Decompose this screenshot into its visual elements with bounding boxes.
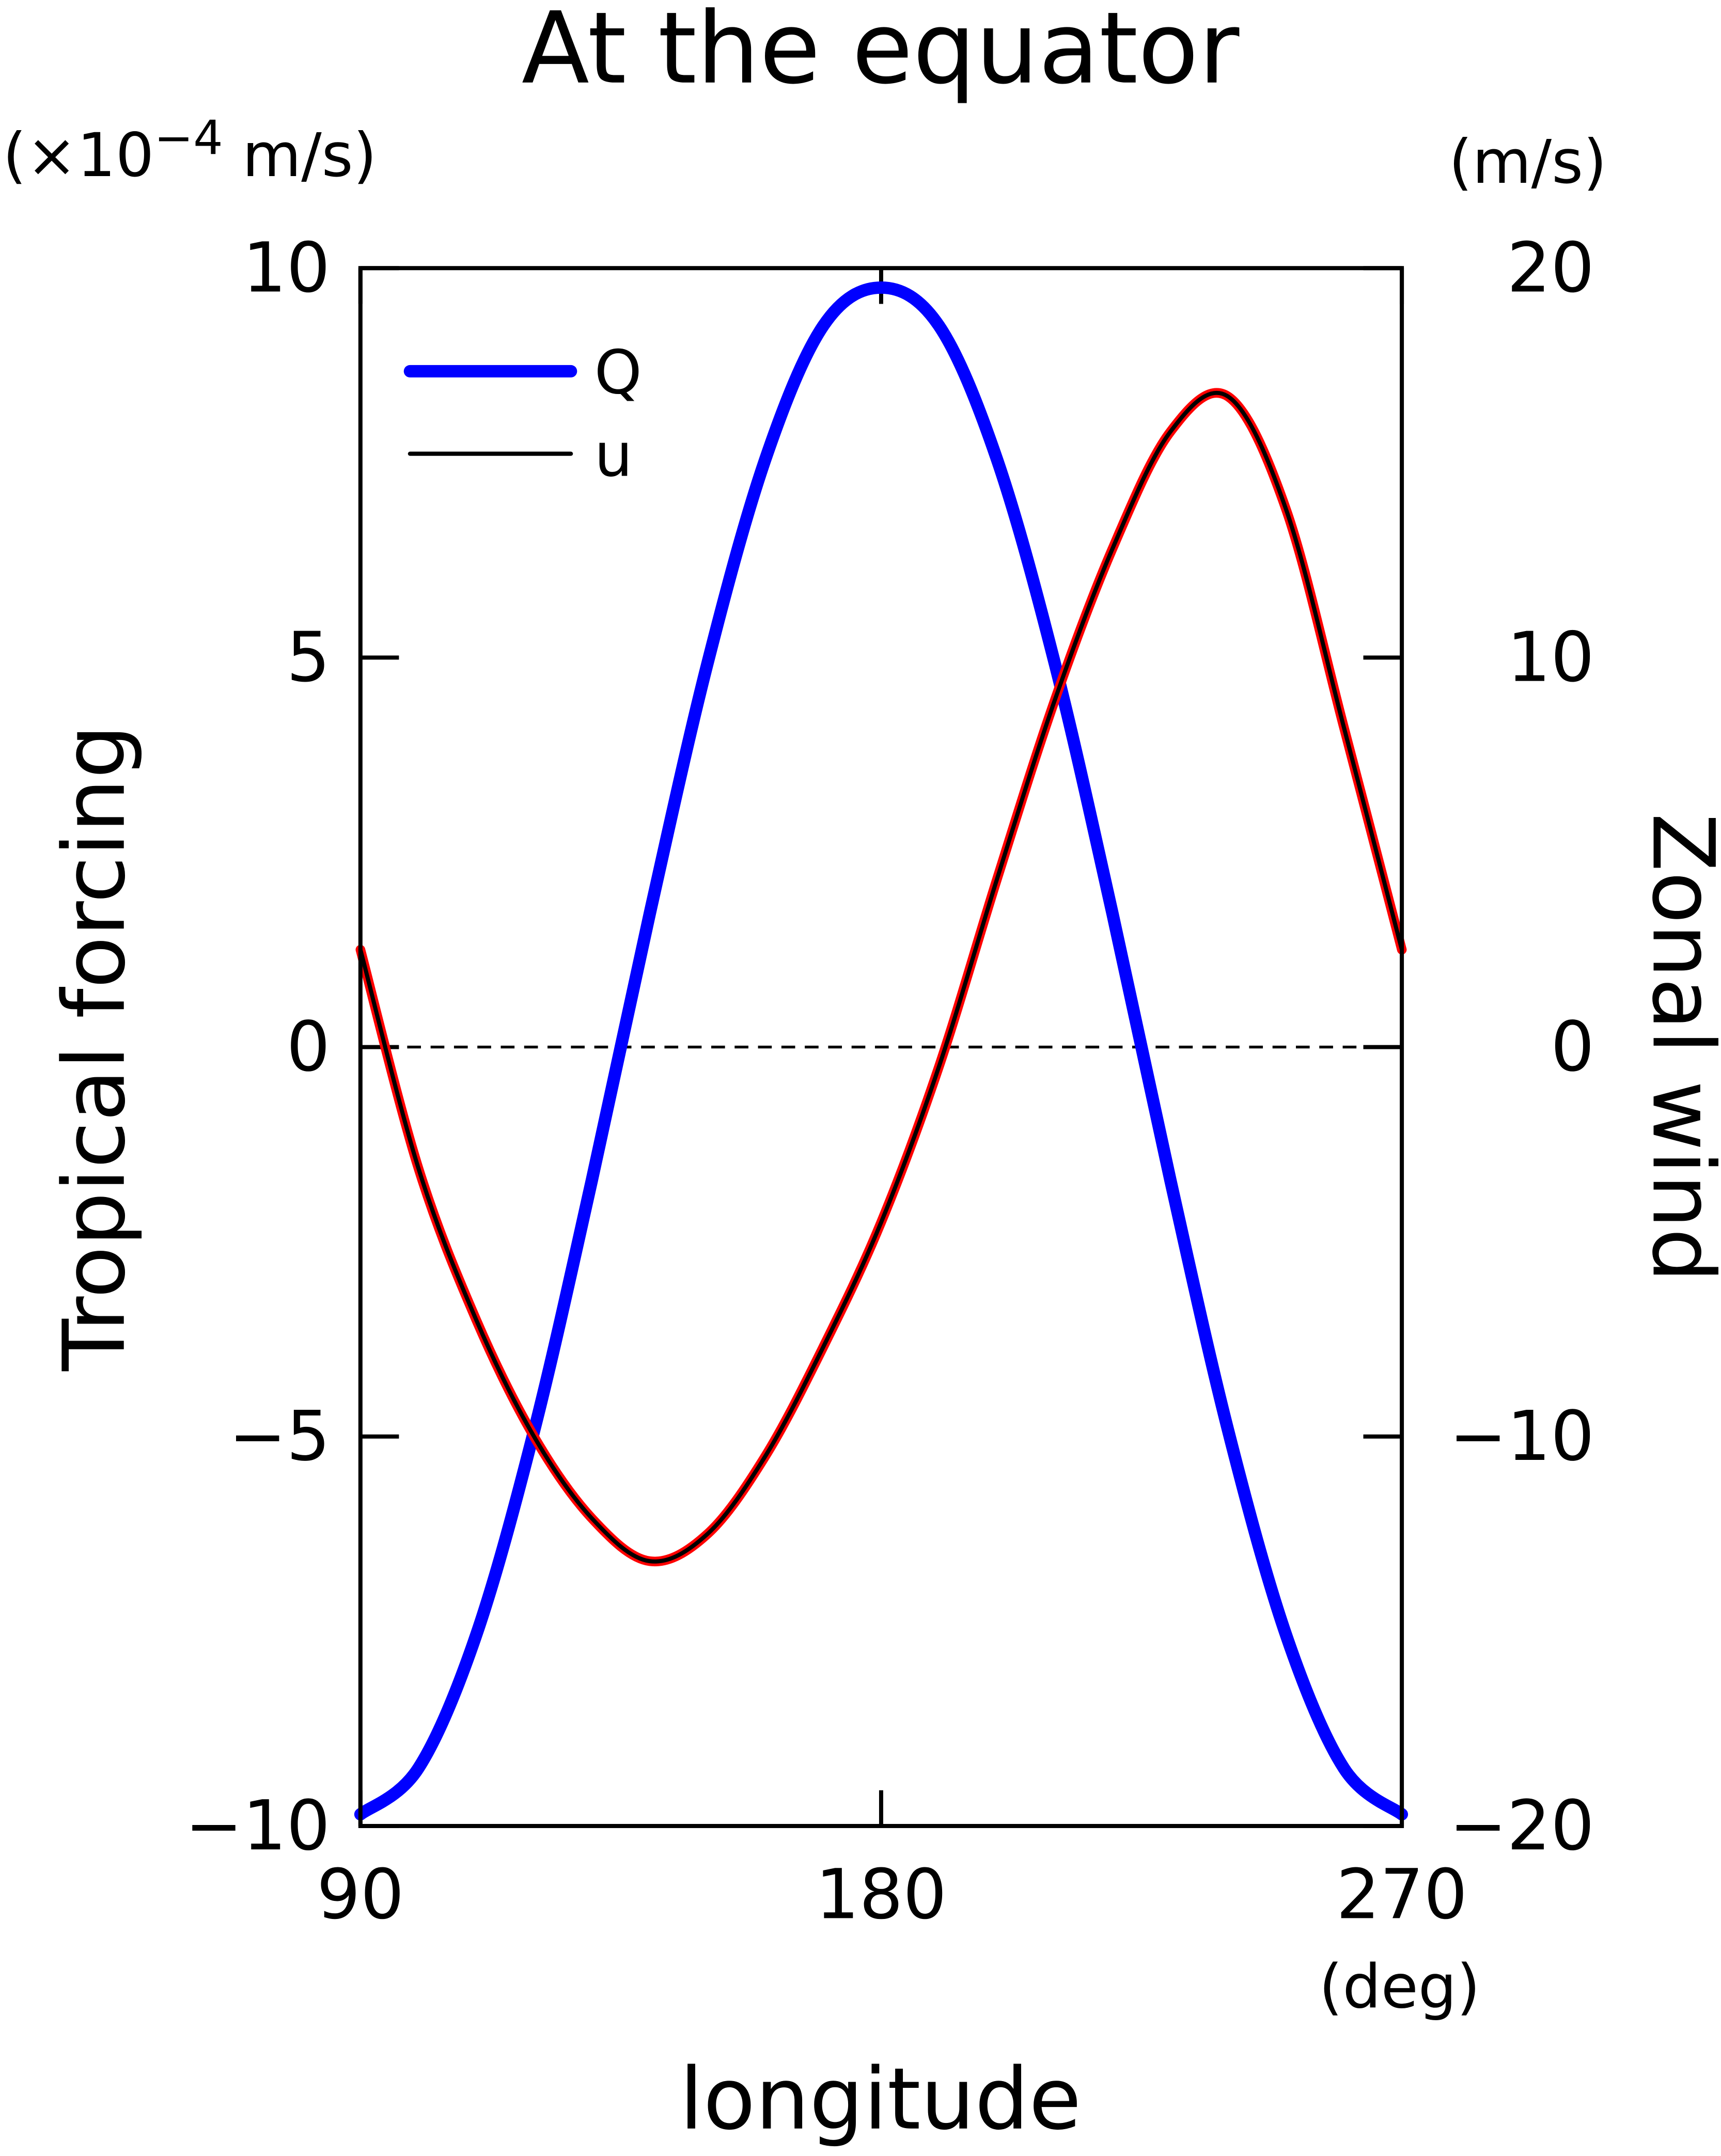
y2-tick-label: 0 xyxy=(1551,1007,1594,1087)
y2-tick-label: −20 xyxy=(1449,1786,1594,1866)
y2-tick-label: 20 xyxy=(1507,228,1594,308)
x-tick-label: 90 xyxy=(317,1854,404,1934)
x-axis-label: longitude xyxy=(680,2050,1082,2149)
chart-title: At the equator xyxy=(522,0,1240,106)
y-tick-label: 10 xyxy=(243,228,330,308)
y-unit-exponent: −4 xyxy=(154,111,223,165)
legend-label: Q xyxy=(594,337,642,408)
y-tick-label: 0 xyxy=(287,1007,331,1087)
series-line xyxy=(354,281,1409,1821)
series-line xyxy=(358,390,1404,1564)
y2-tick-label: 10 xyxy=(1507,618,1594,698)
y-tick-label: −10 xyxy=(185,1786,330,1866)
y-unit: (×10−4 m/s) xyxy=(3,111,377,191)
legend-label: u xyxy=(594,419,633,490)
y-axis-label: Tropical forcing xyxy=(45,725,144,1372)
x-tick-label: 180 xyxy=(816,1854,947,1934)
y2-axis-label: Zonal wind xyxy=(1633,813,1721,1282)
y-unit-rest: m/s) xyxy=(223,120,377,191)
y-unit-base: (×10 xyxy=(3,120,154,191)
x-unit: (deg) xyxy=(1319,1951,1480,2022)
x-tick-label: 270 xyxy=(1336,1854,1467,1934)
y-tick-label: −5 xyxy=(229,1396,330,1476)
series-edge xyxy=(355,388,1407,1567)
y2-unit: (m/s) xyxy=(1449,127,1607,197)
y-tick-label: 5 xyxy=(287,618,331,698)
plot-frame xyxy=(358,266,1404,1828)
y2-tick-label: −10 xyxy=(1449,1396,1594,1476)
